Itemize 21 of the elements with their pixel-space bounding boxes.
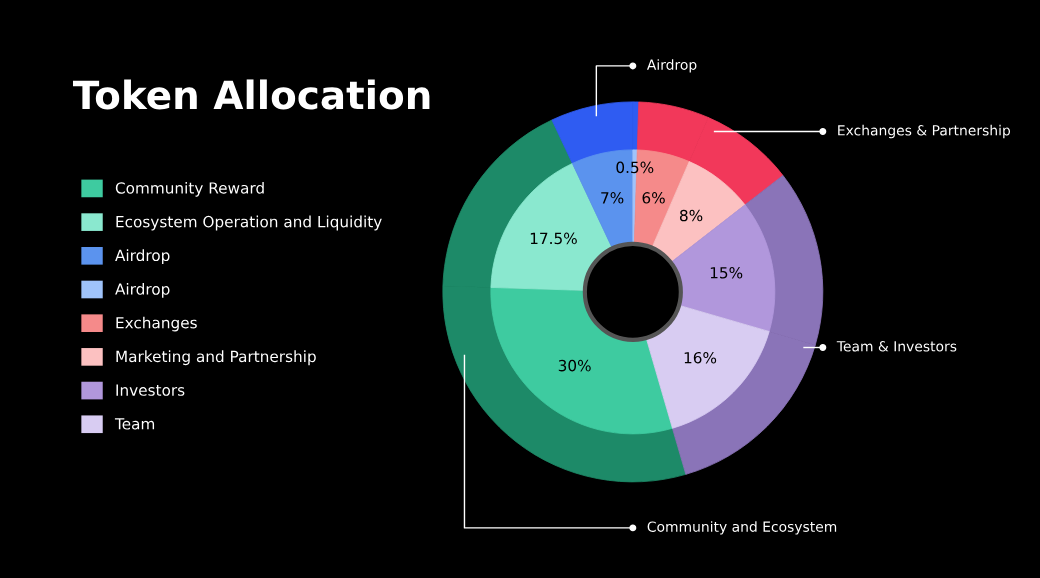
- data-label: 16%: [684, 351, 717, 364]
- legend-label: Team: [114, 418, 155, 430]
- legend-label: Marketing and Partnership: [116, 350, 316, 366]
- text: Community and Ecosystem: [647, 521, 837, 535]
- text: Airdrop: [646, 59, 697, 73]
- chart-title: Token Allocation: [72, 79, 430, 110]
- text: Team & Investors: [836, 341, 957, 352]
- legend-label: Ecosystem Operation and Liquidity: [116, 215, 382, 231]
- legend-label: Airdrop: [115, 282, 170, 298]
- data-label: 30%: [558, 359, 591, 372]
- legend-label: Community Reward: [115, 181, 264, 197]
- legend-label: Airdrop: [115, 249, 170, 265]
- legend-label: Exchanges: [116, 316, 197, 332]
- data-label: 17.5%: [530, 232, 577, 245]
- data-label: 15%: [710, 266, 743, 279]
- data-label: 6%: [642, 192, 665, 204]
- text: Exchanges & Partnership: [838, 124, 1011, 139]
- data-label: 7%: [601, 192, 624, 204]
- legend-label: Investors: [116, 384, 185, 396]
- data-label: 8%: [679, 209, 703, 222]
- data-label: 0.5%: [616, 161, 654, 174]
